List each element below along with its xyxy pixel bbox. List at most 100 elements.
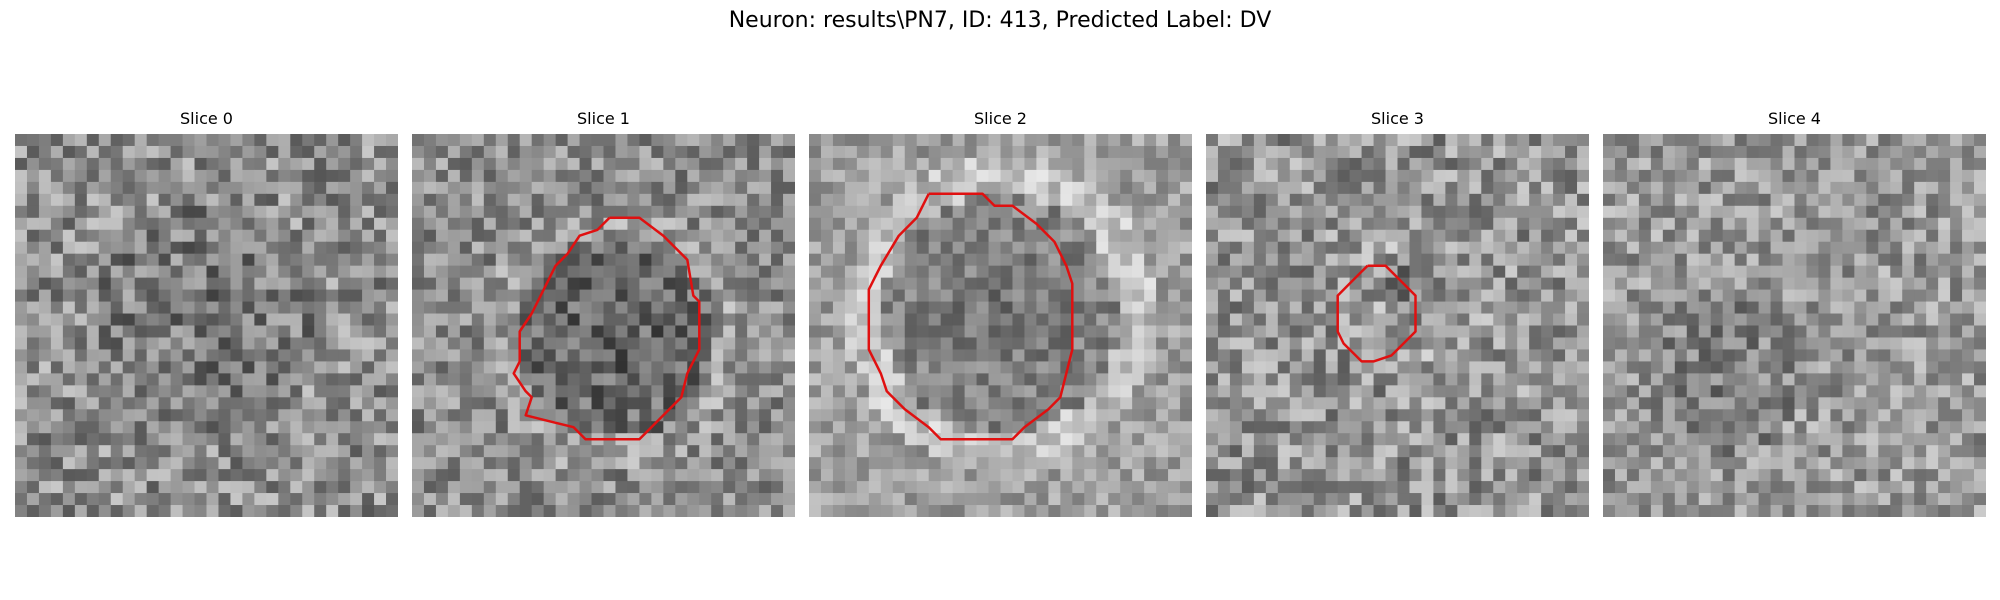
pixel bbox=[86, 325, 100, 339]
pixel bbox=[1373, 265, 1387, 279]
pixel bbox=[278, 277, 291, 291]
pixel bbox=[1734, 289, 1748, 303]
pixel bbox=[904, 397, 918, 410]
pixel bbox=[459, 265, 473, 279]
pixel bbox=[218, 469, 232, 482]
pixel bbox=[495, 157, 509, 171]
pixel bbox=[663, 409, 676, 422]
pixel bbox=[26, 505, 40, 517]
pixel bbox=[50, 313, 64, 327]
pixel bbox=[1734, 134, 1748, 147]
pixel bbox=[1926, 134, 1939, 147]
pixel bbox=[579, 349, 593, 363]
pixel bbox=[1241, 505, 1255, 517]
pixel bbox=[459, 433, 473, 446]
pixel bbox=[759, 457, 772, 470]
pixel bbox=[1481, 505, 1494, 517]
pixel bbox=[519, 289, 533, 303]
pixel bbox=[916, 505, 930, 517]
pixel bbox=[326, 421, 339, 434]
pixel bbox=[194, 349, 208, 363]
pixel bbox=[350, 277, 363, 291]
pixel bbox=[567, 169, 581, 183]
pixel bbox=[15, 337, 28, 351]
pixel bbox=[266, 325, 279, 339]
pixel bbox=[435, 277, 449, 291]
pixel bbox=[856, 205, 870, 219]
pixel bbox=[1662, 169, 1676, 183]
pixel bbox=[1686, 349, 1700, 363]
pixel bbox=[1830, 134, 1843, 147]
pixel bbox=[809, 277, 822, 291]
pixel bbox=[723, 349, 736, 363]
pixel bbox=[38, 181, 52, 195]
pixel bbox=[916, 409, 930, 422]
pixel bbox=[771, 397, 784, 410]
pixel bbox=[1409, 337, 1423, 351]
pixel bbox=[1265, 457, 1279, 470]
pixel bbox=[1084, 433, 1097, 446]
pixel bbox=[290, 145, 303, 159]
pixel bbox=[783, 337, 795, 351]
pixel bbox=[651, 277, 664, 291]
pixel bbox=[1265, 325, 1279, 339]
pixel bbox=[603, 229, 617, 243]
pixel bbox=[1313, 385, 1327, 398]
pixel bbox=[495, 169, 509, 183]
pixel bbox=[1842, 134, 1855, 147]
pixel bbox=[1457, 289, 1470, 303]
pixel bbox=[110, 277, 124, 291]
pixel bbox=[1156, 361, 1169, 374]
pixel bbox=[1132, 145, 1145, 159]
pixel bbox=[254, 409, 267, 422]
pixel bbox=[916, 481, 930, 494]
pixel bbox=[1120, 145, 1133, 159]
pixel bbox=[1313, 193, 1327, 207]
pixel bbox=[158, 181, 172, 195]
pixel bbox=[1132, 337, 1145, 351]
pixel bbox=[26, 481, 40, 494]
pixel bbox=[1024, 205, 1038, 219]
pixel bbox=[1674, 265, 1688, 279]
pixel bbox=[627, 301, 641, 315]
pixel bbox=[952, 349, 966, 363]
pixel bbox=[412, 505, 425, 517]
pixel bbox=[182, 445, 196, 458]
pixel bbox=[1686, 421, 1700, 434]
pixel bbox=[483, 397, 497, 410]
pixel bbox=[1469, 337, 1482, 351]
pixel bbox=[182, 481, 196, 494]
pixel bbox=[374, 134, 387, 147]
pixel bbox=[1938, 289, 1951, 303]
pixel bbox=[1265, 265, 1279, 279]
pixel bbox=[230, 157, 244, 171]
pixel bbox=[1036, 265, 1049, 279]
pixel bbox=[1036, 421, 1049, 434]
pixel bbox=[591, 265, 605, 279]
pixel bbox=[1674, 193, 1688, 207]
pixel bbox=[699, 421, 712, 434]
pixel bbox=[194, 433, 208, 446]
pixel bbox=[1782, 229, 1796, 243]
pixel bbox=[1433, 373, 1446, 386]
pixel bbox=[1361, 421, 1375, 434]
pixel bbox=[1132, 397, 1145, 410]
pixel bbox=[158, 469, 172, 482]
pixel bbox=[1060, 409, 1073, 422]
pixel bbox=[699, 397, 712, 410]
pixel bbox=[1445, 397, 1458, 410]
pixel bbox=[302, 289, 315, 303]
pixel bbox=[326, 349, 339, 363]
pixel bbox=[1650, 433, 1664, 446]
pixel bbox=[892, 265, 906, 279]
pixel bbox=[916, 301, 930, 315]
pixel bbox=[1577, 301, 1589, 315]
pixel bbox=[856, 337, 870, 351]
pixel bbox=[627, 205, 641, 219]
pixel bbox=[1614, 385, 1628, 398]
pixel bbox=[1168, 229, 1181, 243]
pixel bbox=[507, 421, 521, 434]
pixel bbox=[1156, 193, 1169, 207]
pixel bbox=[1493, 301, 1506, 315]
pixel bbox=[1818, 205, 1832, 219]
